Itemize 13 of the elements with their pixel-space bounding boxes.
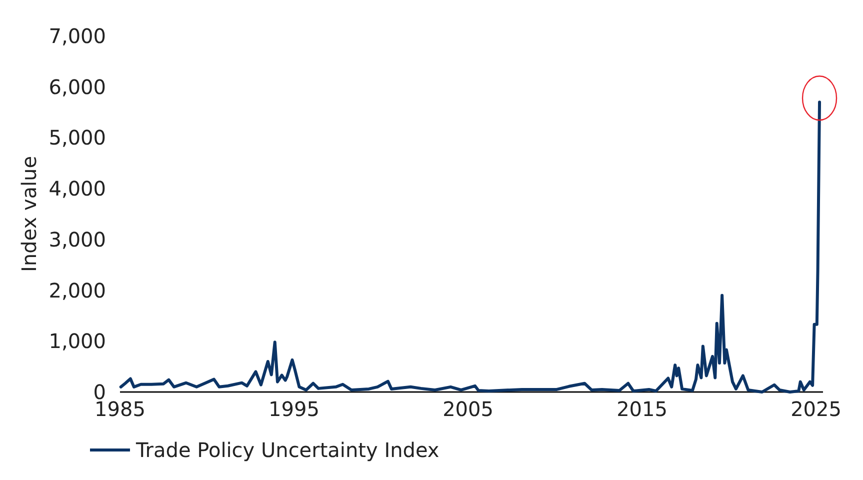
y-tick-label: 4,000 xyxy=(48,176,106,201)
y-tick-label: 7,000 xyxy=(48,24,106,48)
x-tick-label: 2005 xyxy=(442,397,494,421)
x-tick-label: 2025 xyxy=(790,397,842,421)
y-tick-label: 6,000 xyxy=(48,74,106,99)
y-tick-label: 3,000 xyxy=(48,227,106,252)
legend-label: Trade Policy Uncertainty Index xyxy=(135,438,440,462)
x-tick-label: 1995 xyxy=(268,397,320,421)
y-tick-label: 1,000 xyxy=(48,329,106,354)
y-axis-title: Index value xyxy=(17,156,41,272)
y-tick-label: 2,000 xyxy=(48,278,106,302)
y-tick-label: 5,000 xyxy=(48,126,106,150)
x-tick-label: 2015 xyxy=(616,397,668,421)
